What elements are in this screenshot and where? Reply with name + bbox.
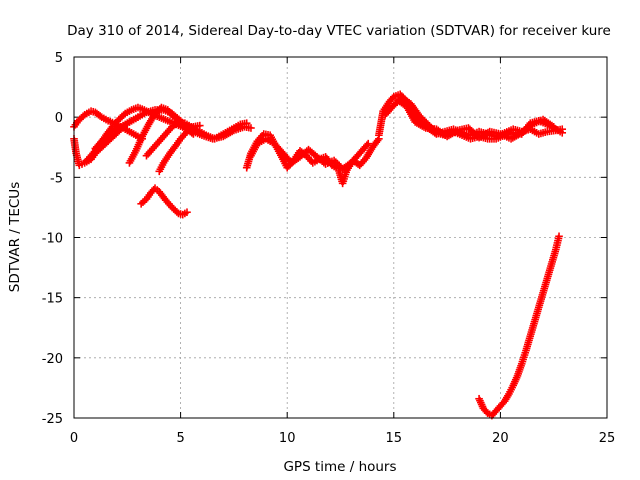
y-axis-label: SDTVAR / TECUs [7, 182, 23, 292]
chart-title: Day 310 of 2014, Sidereal Day-to-day VTE… [67, 23, 611, 39]
y-tick-label: 0 [55, 111, 63, 126]
series-arc-14 [475, 232, 563, 420]
y-tick-label: -15 [42, 292, 63, 307]
data-point [555, 232, 563, 241]
x-tick-label: 20 [492, 431, 509, 446]
data-point [558, 129, 567, 137]
data-point [247, 124, 255, 132]
x-tick-label: 25 [599, 431, 616, 446]
x-tick-label: 10 [279, 431, 296, 446]
x-axis-label: GPS time / hours [283, 459, 396, 475]
data-point [189, 130, 198, 138]
plot-frame [73, 56, 608, 419]
series-arc-5 [125, 103, 198, 167]
data-point [242, 119, 251, 127]
series-arc-6 [142, 118, 251, 160]
y-tick-label: -20 [42, 352, 63, 367]
series-arc-4 [91, 106, 185, 153]
data-point [549, 122, 558, 131]
y-tick-label: -10 [42, 232, 63, 247]
y-tick-label: -5 [50, 171, 63, 186]
y-tick-label: -25 [42, 412, 63, 427]
x-tick-label: 5 [176, 431, 184, 446]
data-point [183, 208, 191, 217]
x-tick-label: 0 [70, 431, 78, 446]
series-arc-13 [394, 96, 558, 143]
y-tick-label: 5 [55, 51, 63, 66]
tick-labels: 0 5 10 15 20 25 5 0 -5 -10 -15 -20 -25 [42, 51, 616, 446]
data-points [70, 90, 567, 420]
data-point [195, 121, 204, 130]
data-point [364, 139, 373, 148]
series-arc-10 [247, 135, 373, 173]
series-arc-8 [137, 184, 191, 219]
x-tick-label: 15 [386, 431, 403, 446]
series-arc-7 [155, 121, 204, 176]
